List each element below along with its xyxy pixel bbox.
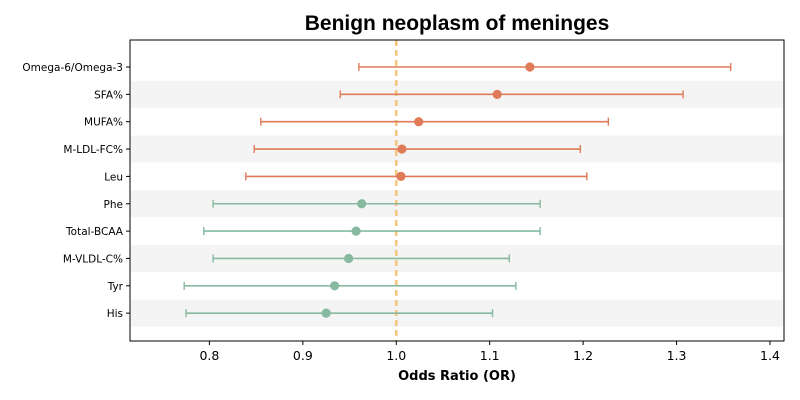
- plot-frame: [129, 39, 785, 342]
- y-tick-label: SFA%: [94, 89, 123, 101]
- y-tick-label: His: [107, 308, 123, 320]
- data-marks: [183, 62, 732, 318]
- point-estimate: [492, 89, 502, 99]
- chart-title: Benign neoplasm of meninges: [305, 12, 610, 35]
- x-tick-label: 1.0: [386, 348, 406, 363]
- y-tick-label: Omega-6/Omega-3: [22, 62, 123, 74]
- y-tick-label: Phe: [104, 199, 123, 211]
- x-tick-label: 1.3: [667, 348, 687, 363]
- x-tick-label: 0.9: [293, 348, 313, 363]
- point-estimate: [414, 117, 424, 127]
- x-tick-label: 1.4: [760, 348, 780, 363]
- point-estimate: [397, 144, 407, 154]
- point-estimate: [344, 253, 354, 264]
- y-tick-label: MUFA%: [84, 117, 123, 129]
- y-tick-label: Leu: [104, 171, 123, 183]
- y-tick-label: M-VLDL-C%: [63, 253, 123, 265]
- point-estimate: [396, 171, 406, 181]
- x-axis-label: Odds Ratio (OR): [398, 369, 516, 384]
- x-axis-ticks: 0.8 0.9 1.0 1.1 1.2 1.3 1.4: [199, 341, 780, 363]
- x-tick-label: 1.2: [573, 348, 593, 363]
- y-tick-label: Total-BCAA: [65, 226, 124, 238]
- x-tick-label: 1.1: [480, 348, 500, 363]
- y-tick-label: M-LDL-FC%: [63, 144, 123, 156]
- point-estimate: [351, 226, 361, 236]
- point-estimate: [525, 62, 535, 72]
- point-estimate: [357, 199, 367, 209]
- y-axis-ticks: Omega-6/Omega-3 SFA% MUFA% M-LDL-FC% Leu Phe T…: [22, 62, 130, 320]
- point-estimate: [321, 308, 331, 318]
- y-tick-label: Tyr: [107, 281, 124, 293]
- x-tick-label: 0.8: [199, 348, 219, 363]
- point-estimate: [330, 281, 340, 291]
